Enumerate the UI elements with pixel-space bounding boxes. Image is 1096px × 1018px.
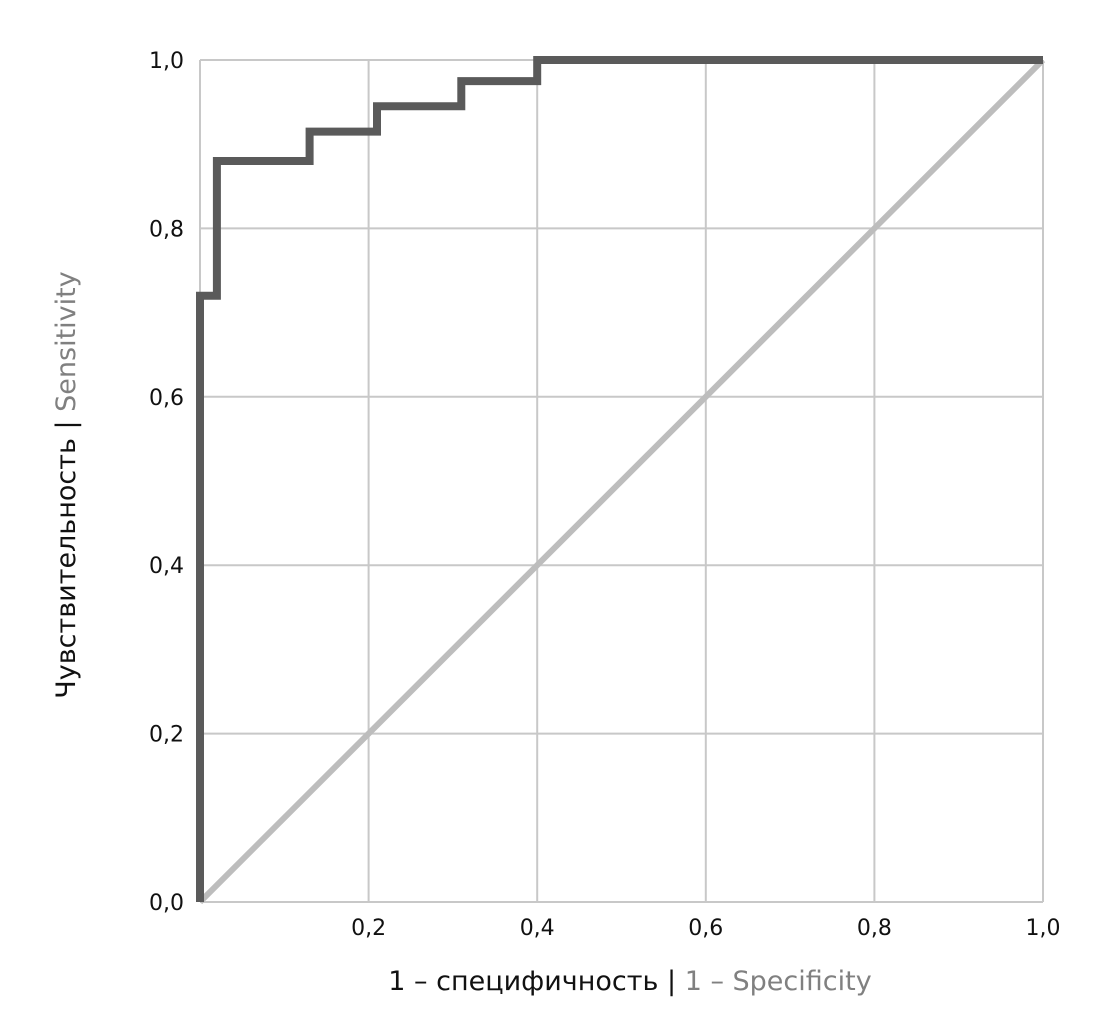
y-axis-title: Чувствительность | Sensitivity xyxy=(51,271,82,698)
x-tick-label: 0,2 xyxy=(351,916,386,941)
tick-layer: 0,2 0,4 0,6 0,8 1,0 0,0 0,2 0,4 0,6 0,8 1,0 xyxy=(149,49,1061,941)
y-tick-label: 0,2 xyxy=(149,723,184,748)
y-axis-title-primary: Чувствительность xyxy=(51,438,82,699)
x-tick-label: 0,6 xyxy=(688,916,723,941)
grid-layer xyxy=(199,59,1044,903)
y-tick-label: 0,0 xyxy=(149,891,184,916)
y-tick-label: 1,0 xyxy=(149,49,184,74)
y-axis-title-separator: | xyxy=(51,412,82,438)
y-tick-label: 0,8 xyxy=(149,217,184,242)
reference-diagonal-line xyxy=(197,57,1046,905)
x-axis-title-separator: | xyxy=(658,966,684,997)
roc-curve-line xyxy=(196,56,1043,902)
series-layer xyxy=(196,56,1046,905)
x-axis-title-secondary: 1 – Specificity xyxy=(685,966,872,997)
x-axis-title-primary: 1 – специфичность xyxy=(388,966,658,997)
x-tick-label: 0,4 xyxy=(520,916,555,941)
y-tick-label: 0,4 xyxy=(149,554,184,579)
x-tick-label: 0,8 xyxy=(857,916,892,941)
x-tick-label: 1,0 xyxy=(1026,916,1061,941)
x-axis-title: 1 – специфичность | 1 – Specificity xyxy=(388,966,871,997)
y-axis-title-secondary: Sensitivity xyxy=(51,271,82,412)
y-tick-label: 0,6 xyxy=(149,386,184,411)
